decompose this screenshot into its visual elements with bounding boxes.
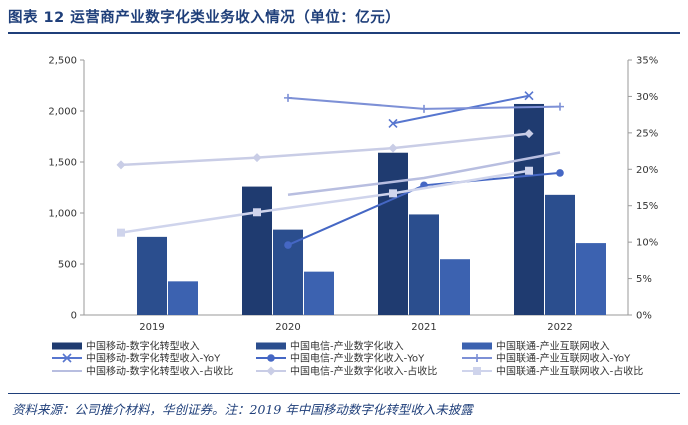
y-tick-label-right: 30% [636,92,658,103]
marker-ct-yoy [556,169,564,177]
marker-cu-yoy [420,104,428,113]
y-tick-label-left: 0 [71,311,77,322]
bar-cu [440,259,470,315]
bar-cu [576,243,606,315]
marker-cm-yoy [388,118,398,128]
source-divider [8,393,680,394]
legend-marker [62,353,72,363]
y-tick-label-left: 500 [58,260,77,271]
legend-label: 中国联通-产业互联网收入-YoY [496,352,631,365]
marker-cu-share [389,189,397,198]
bar-cm [378,152,408,315]
bar-ct [545,194,575,315]
bar-cm [514,103,544,315]
y-tick-label-right: 15% [636,201,658,212]
legend-marker [267,354,275,362]
y-tick-label-left: 2,500 [48,56,77,67]
bar-cm [242,186,272,315]
marker-cu-yoy [284,93,292,102]
y-tick-label-right: 0% [636,311,652,322]
figure-title: 图表 12 运营商产业数字化类业务收入情况（单位：亿元） [8,10,401,26]
legend-marker [473,354,481,362]
y-tick-label-right: 25% [636,128,658,139]
bar-cu [304,271,334,315]
legend-swatch [462,342,492,350]
marker-cu-yoy [556,102,564,111]
marker-cu-share [117,228,125,237]
y-tick-label-right: 20% [636,165,658,176]
marker-ct-share [252,153,262,163]
bar-ct [137,236,167,315]
legend-label: 中国移动-数字化转型收入-占收比 [86,365,233,378]
marker-cu-share [253,208,261,217]
x-tick-label: 2020 [275,322,300,333]
marker-cu-share [525,166,533,175]
source-note: 资料来源：公司推介材料，华创证券。注：2019 年中国移动数字化转型收入未披露 [12,402,473,417]
marker-ct-yoy [284,241,292,249]
y-tick-label-right: 35% [636,56,658,67]
y-tick-label-right: 10% [636,238,658,249]
marker-ct-share [524,129,534,139]
legend-label: 中国电信-产业数字化收入-YoY [290,352,425,365]
x-tick-label: 2022 [547,322,572,333]
marker-ct-share [388,143,398,153]
line-cm-share [287,151,561,197]
line-cm-yoy [392,94,530,125]
legend-label: 中国电信-产业数字化收入-占收比 [290,365,437,378]
y-tick-label-left: 1,500 [48,158,77,169]
legend-label: 中国联通-产业互联网收入 [496,340,610,353]
legend-marker [473,367,481,375]
legend-label: 中国移动-数字化转型收入 [86,340,200,353]
y-tick-label-right: 5% [636,274,652,285]
marker-cm-yoy [524,91,534,101]
legend-label: 中国联通-产业互联网收入-占收比 [496,365,643,378]
title-divider [8,32,680,34]
bar-ct [409,214,439,315]
line-cu-share [120,169,530,234]
y-tick-label-left: 1,000 [48,209,77,220]
bar-cu [168,281,198,315]
line-ct-share [120,132,530,167]
y-tick-label-left: 2,000 [48,107,77,118]
x-tick-label: 2019 [139,322,164,333]
legend-swatch [52,342,82,350]
legend-label: 中国电信-产业数字化收入 [290,340,404,353]
x-tick-label: 2021 [411,322,436,333]
marker-ct-share [116,160,126,170]
legend-swatch [256,342,286,350]
legend-label: 中国移动-数字化转型收入-YoY [86,352,221,365]
legend-marker [266,366,276,376]
